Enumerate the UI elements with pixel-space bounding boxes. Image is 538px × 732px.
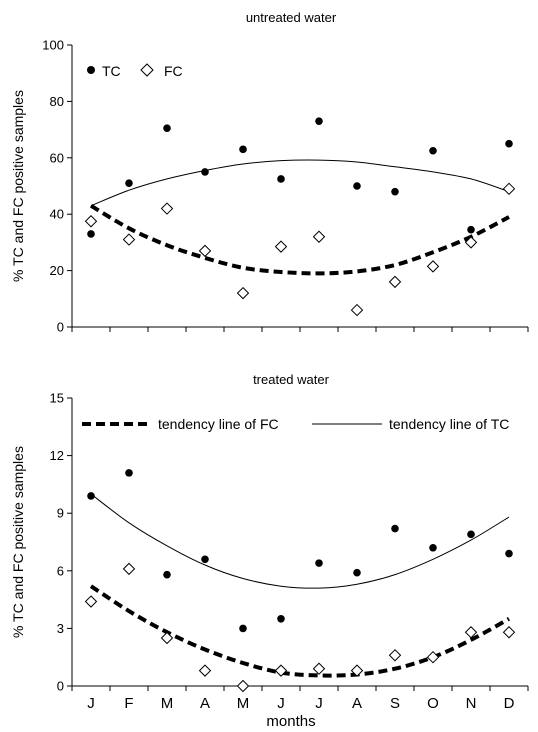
point-tc [315, 117, 323, 125]
point-fc [236, 286, 250, 300]
y-tick-label: 15 [50, 391, 64, 406]
point-fc [312, 662, 326, 675]
trend-line-fc [89, 584, 510, 678]
y-tick-label: 12 [50, 448, 64, 463]
x-tick-label: A [200, 695, 210, 712]
y-tick-label: 100 [42, 38, 64, 53]
point-tc [277, 615, 285, 623]
point-tc [391, 524, 399, 533]
chart-untreated-water: untreated water % TC and FC positive sam… [10, 10, 529, 335]
y-axis-label: % TC and FC positive samples [10, 446, 26, 638]
point-tc [163, 124, 171, 132]
chart-title: treated water [253, 372, 330, 387]
point-tc [201, 168, 209, 176]
legend-marker-tc [87, 66, 95, 74]
point-tc [505, 139, 513, 148]
x-tick-label: J [87, 695, 95, 712]
point-tc [315, 559, 323, 567]
x-tick-label: S [390, 695, 400, 712]
chart-title: untreated water [246, 10, 337, 25]
point-tc [353, 182, 361, 190]
trend-line-tc [90, 493, 510, 589]
point-fc [274, 240, 288, 253]
point-tc [239, 145, 247, 154]
y-tick-label: 6 [57, 563, 64, 578]
y-tick-label: 40 [50, 207, 64, 222]
point-tc [353, 568, 361, 577]
x-tick-label: M [237, 695, 250, 712]
point-tc [163, 570, 171, 579]
point-fc [426, 260, 440, 273]
legend: TC FC [87, 63, 183, 79]
x-tick-label: A [352, 695, 362, 712]
point-fc [198, 244, 212, 258]
point-fc [502, 182, 516, 196]
point-tc [125, 179, 133, 187]
y-tick-label: 20 [50, 263, 64, 278]
y-axis-label: % TC and FC positive samples [10, 90, 26, 282]
y-tick-label: 80 [50, 94, 64, 109]
y-tick-label: 0 [57, 679, 64, 694]
point-fc [122, 562, 136, 576]
point-tc [239, 624, 247, 633]
point-fc [426, 650, 440, 664]
y-tick-label: 60 [50, 150, 64, 165]
point-tc [277, 175, 285, 183]
point-tc [467, 530, 475, 539]
point-fc [350, 664, 364, 677]
point-fc [236, 679, 250, 693]
y-tick-label: 9 [57, 506, 64, 521]
x-tick-label: N [466, 695, 477, 712]
point-tc [125, 469, 133, 477]
point-fc [122, 233, 136, 246]
point-tc [429, 146, 437, 155]
point-fc [84, 595, 98, 608]
point-fc [350, 303, 364, 317]
point-fc [388, 649, 402, 662]
point-fc [388, 275, 402, 289]
point-tc [467, 225, 475, 234]
point-fc [464, 626, 478, 639]
legend-marker-fc [140, 63, 154, 77]
point-fc [312, 230, 326, 243]
trend-line-fc [89, 203, 510, 276]
x-tick-label: O [427, 695, 439, 712]
point-fc [198, 664, 212, 677]
trend-line-tc [90, 159, 510, 207]
point-fc [502, 626, 516, 639]
point-tc [391, 187, 399, 196]
point-tc [429, 543, 437, 552]
point-tc [201, 555, 209, 564]
x-axis-label: months [266, 713, 315, 730]
x-tick-label: F [124, 695, 133, 712]
legend-label-tc: TC [102, 63, 121, 79]
point-fc [160, 202, 174, 215]
point-fc [274, 664, 288, 677]
y-tick-label: 3 [57, 621, 64, 636]
x-tick-label: D [504, 695, 515, 712]
legend-label-fc: FC [164, 63, 183, 79]
y-tick-label: 0 [57, 320, 64, 335]
point-tc [87, 492, 95, 500]
x-tick-label: J [277, 695, 285, 712]
chart-treated-water: treated water % TC and FC positive sampl… [10, 372, 529, 730]
legend: tendency line of FC tendency line of TC [82, 416, 509, 432]
point-fc [464, 236, 478, 249]
x-tick-label: J [315, 695, 323, 712]
x-tick-label: M [161, 695, 174, 712]
legend-label-tc: tendency line of TC [389, 416, 509, 432]
legend-label-fc: tendency line of FC [158, 416, 279, 432]
point-fc [84, 215, 98, 228]
point-tc [87, 230, 95, 238]
point-fc [160, 631, 174, 645]
point-tc [505, 549, 513, 558]
